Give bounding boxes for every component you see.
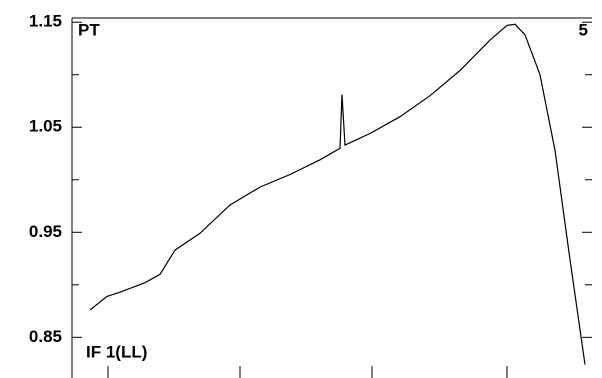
y-tick-label: 1.05 <box>29 117 62 136</box>
y-tick-label: 1.15 <box>29 12 62 31</box>
data-line <box>89 23 586 365</box>
y-tick-label: 0.95 <box>29 222 62 241</box>
y-tick-label: 0.85 <box>29 327 62 346</box>
corner-label: 5 <box>579 20 588 39</box>
corner-label: IF 1(LL) <box>86 342 147 361</box>
corner-label: PT <box>78 20 100 39</box>
